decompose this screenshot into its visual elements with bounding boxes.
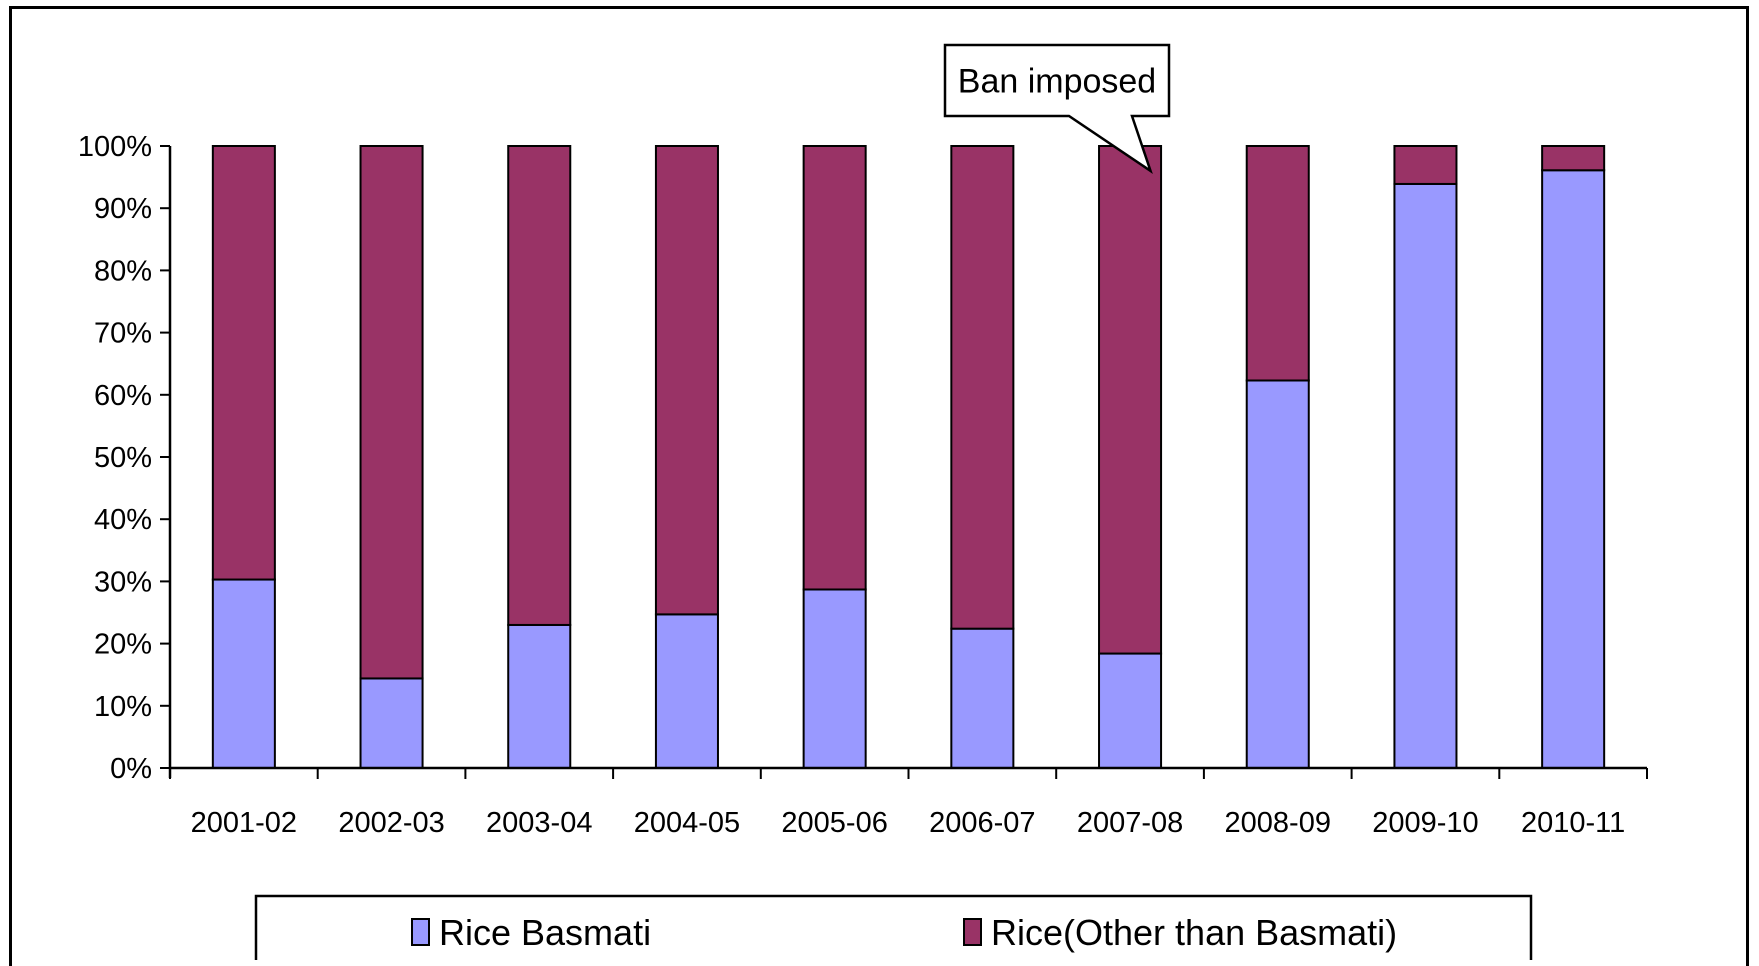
bar-basmati-2003-04 [507, 623, 572, 769]
bar-basmati-2009-10 [1393, 182, 1458, 769]
bar-basmati-2002-03 [359, 677, 424, 770]
y-tick-label-40%: 40% [94, 504, 152, 536]
bar-other-2004-05 [654, 145, 719, 616]
x-tick-label-2008-09: 2008-09 [1225, 807, 1331, 839]
legend-label-rice-basmati: Rice Basmati [439, 912, 651, 953]
x-tick-label-2010-11: 2010-11 [1521, 807, 1625, 839]
bar-basmati-2008-09 [1245, 379, 1310, 769]
bars-layer [211, 145, 1606, 770]
bar-basmati-2001-02 [211, 578, 276, 769]
chart-frame [9, 6, 1749, 966]
y-tick-label-10%: 10% [94, 691, 152, 723]
ban-imposed-callout: Ban imposed [943, 43, 1171, 174]
bar-other-2002-03 [359, 145, 424, 680]
x-tick-label-2003-04: 2003-04 [486, 807, 592, 839]
bar-other-2003-04 [507, 145, 572, 626]
y-tick-label-80%: 80% [94, 255, 152, 287]
x-tick-label-2007-08: 2007-08 [1077, 807, 1183, 839]
bar-basmati-2004-05 [654, 613, 719, 770]
bar-other-2008-09 [1245, 145, 1310, 382]
y-tick-label-20%: 20% [94, 629, 152, 661]
y-tick-label-50%: 50% [94, 442, 152, 474]
y-tick-label-0%: 0% [110, 753, 152, 785]
x-tick-label-2004-05: 2004-05 [634, 807, 740, 839]
x-tick-label-2001-02: 2001-02 [191, 807, 297, 839]
legend-box [254, 894, 1533, 960]
bar-other-2001-02 [211, 145, 276, 581]
y-tick-label-90%: 90% [94, 193, 152, 225]
bar-other-2006-07 [950, 145, 1015, 630]
bar-other-2005-06 [802, 145, 867, 591]
callout-text: Ban imposed [958, 63, 1156, 101]
legend-label-rice-other: Rice(Other than Basmati) [991, 912, 1397, 953]
bar-other-2007-08 [1098, 145, 1163, 655]
y-tick-label-60%: 60% [94, 380, 152, 412]
legend-swatch-rice-other [963, 918, 982, 946]
y-tick-label-100%: 100% [78, 131, 152, 163]
bar-basmati-2010-11 [1541, 169, 1606, 769]
legend: Rice Basmati Rice(Other than Basmati) [254, 894, 1533, 960]
x-tick-label-2002-03: 2002-03 [338, 807, 444, 839]
x-tick-label-2005-06: 2005-06 [781, 807, 887, 839]
bar-other-2009-10 [1393, 145, 1458, 185]
callout-box [943, 43, 1171, 174]
bar-basmati-2005-06 [802, 588, 867, 770]
bar-basmati-2006-07 [950, 627, 1015, 769]
x-tick-label-2009-10: 2009-10 [1372, 807, 1478, 839]
legend-swatch-rice-basmati [411, 918, 430, 946]
axes-layer: 2001-02 2002-03 2003-04 2004-05 2005-06 2006-… [78, 131, 1648, 839]
y-tick-label-30%: 30% [94, 566, 152, 598]
bar-basmati-2007-08 [1098, 652, 1163, 769]
bar-other-2010-11 [1541, 145, 1606, 172]
y-tick-label-70%: 70% [94, 318, 152, 350]
x-tick-label-2006-07: 2006-07 [929, 807, 1035, 839]
